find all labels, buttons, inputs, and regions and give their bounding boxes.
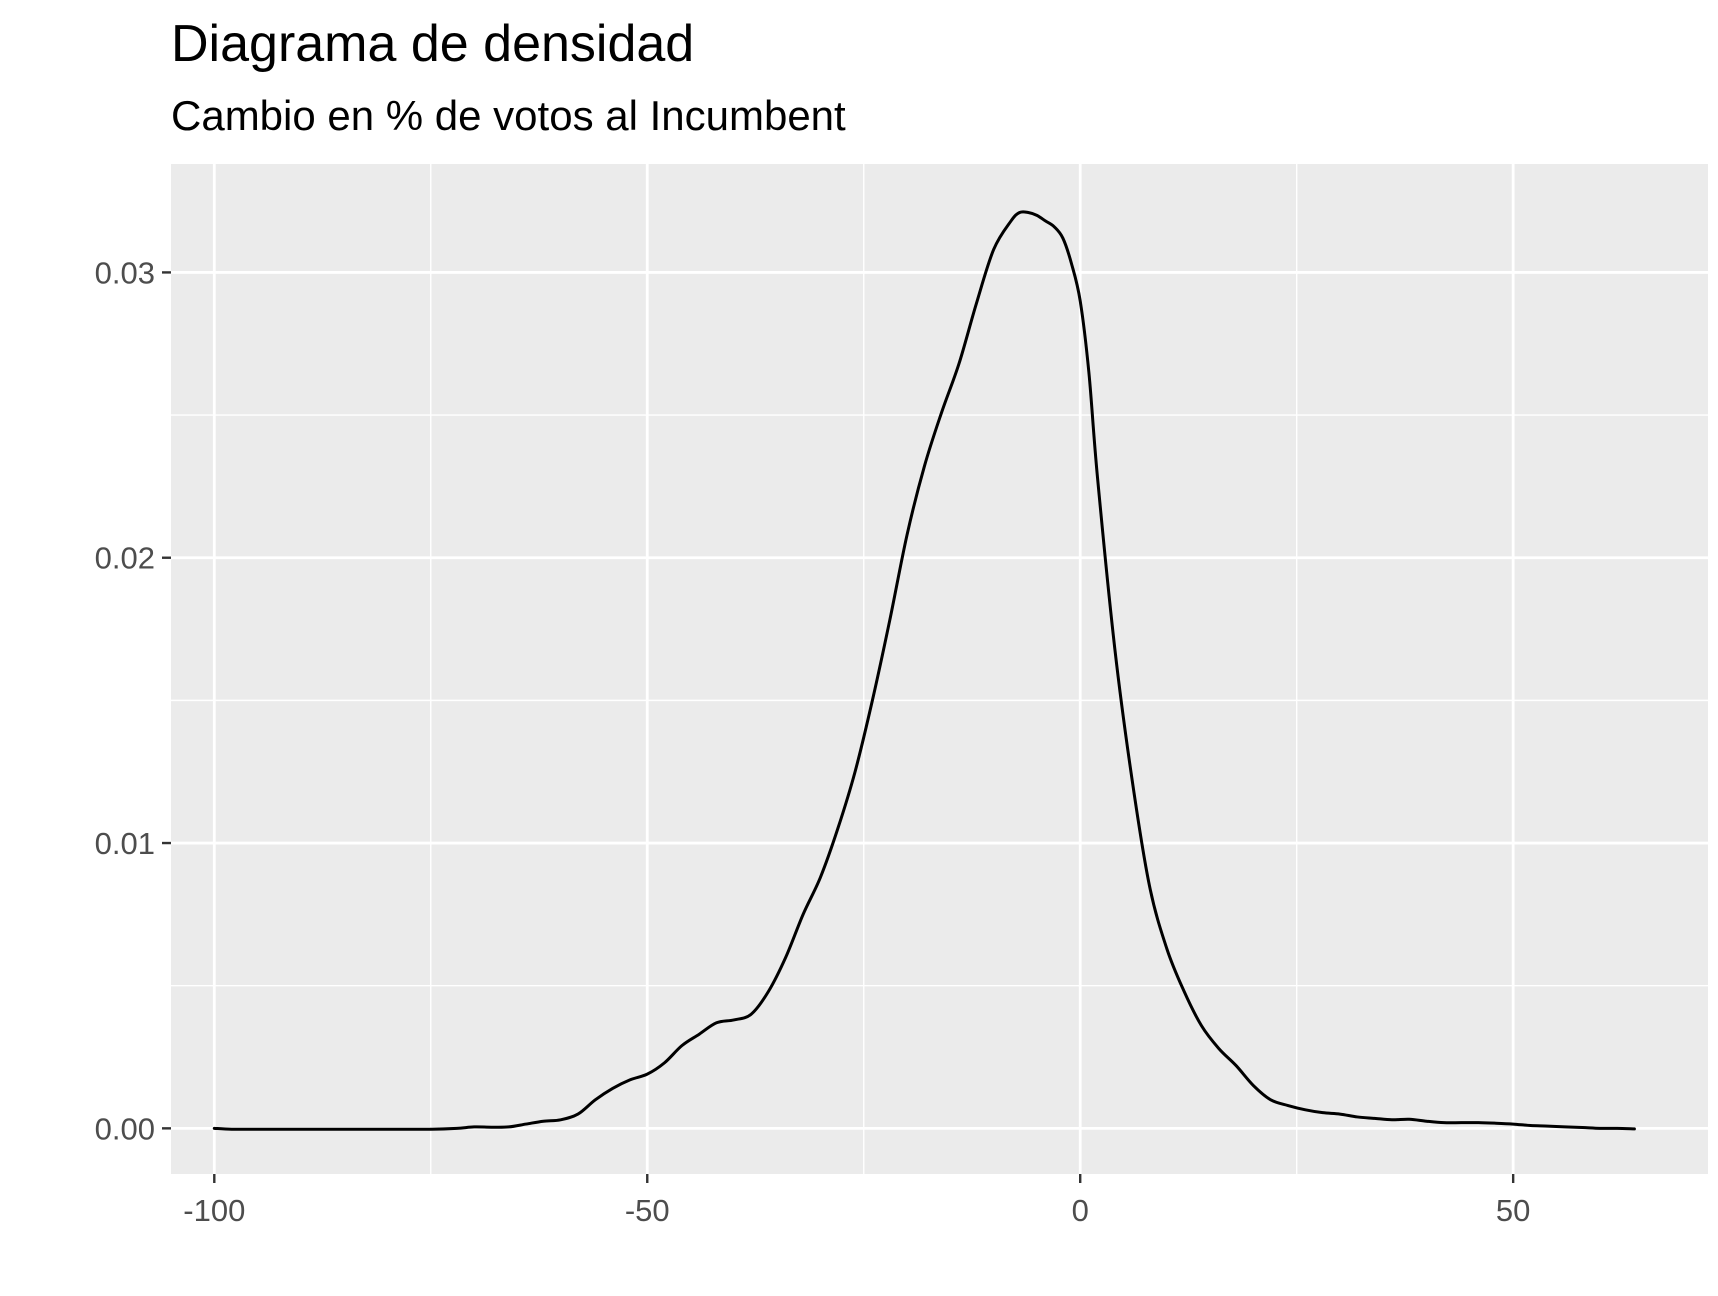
- chart-subtitle: Cambio en % de votos al Incumbent: [171, 92, 846, 139]
- y-tick-label: 0.03: [95, 255, 155, 290]
- x-tick-label: 50: [1496, 1193, 1530, 1228]
- y-axis: 0.00 0.01 0.02 0.03: [95, 255, 171, 1146]
- y-tick-label: 0.02: [95, 541, 155, 576]
- chart-title: Diagrama de densidad: [171, 15, 695, 73]
- x-tick-label: 0: [1072, 1193, 1089, 1228]
- plot-panel: [171, 164, 1708, 1174]
- x-tick-label: -100: [183, 1193, 245, 1228]
- y-tick-label: 0.01: [95, 826, 155, 861]
- y-tick-label: 0.00: [95, 1111, 155, 1146]
- density-curve: [212, 210, 1636, 1131]
- x-axis: -100 -50 0 50: [183, 1174, 1530, 1228]
- x-tick-label: -50: [625, 1193, 670, 1228]
